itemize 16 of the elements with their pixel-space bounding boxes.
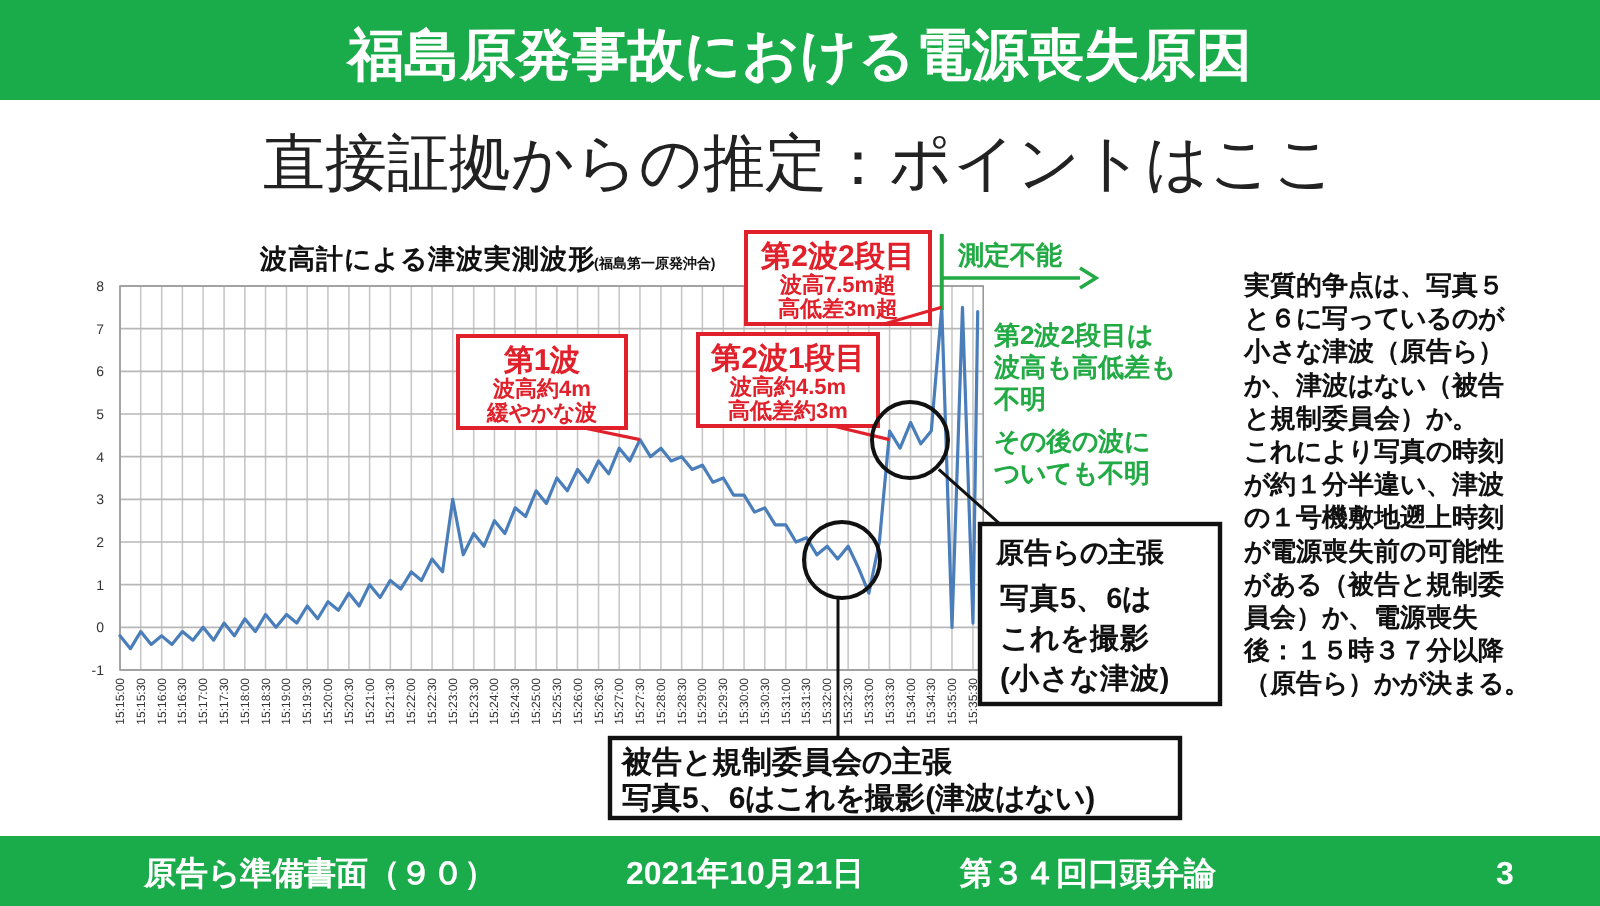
text: 第2波2段目は波高も高低差も不明 xyxy=(992,320,1176,414)
annotation: 第1波波高約4m緩やかな波 xyxy=(485,344,599,426)
annotation: 第2波1段目波高約4.5m高低差約3m xyxy=(709,342,865,424)
ref-line-label: 測定不能 xyxy=(955,240,1064,270)
text: 波高計による津波実測波形 xyxy=(258,242,596,274)
text: 2021年10月21日 xyxy=(626,856,865,892)
text: 第３４回口頭弁論 xyxy=(958,856,1218,892)
annotation: 第2波2段目波高7.5m超高低差3m超 xyxy=(759,240,915,322)
text: その後の波についても不明 xyxy=(992,426,1150,488)
text: 被告と規制委員会の主張写真5、6はこれを撮影(津波はない) xyxy=(620,744,1096,816)
chart-subtitle: 直接証拠からの推定：ポイントはここ xyxy=(263,128,1337,198)
annotation: 原告らの主張写真5、6はこれを撮影(小さな津波) xyxy=(994,536,1170,696)
text: 3 xyxy=(1496,858,1514,892)
chart-title: 福島原発事故における電源喪失原因 xyxy=(344,24,1252,86)
text: 実質的争点は、写真５と６に写っているのが小さな津波（原告ら）か、津波はない（被告と規制委員会）か。これにより写真の時刻が約１分半違い、津波の１号機敷地遡上時刻が電源喪失前の可能性がある（被告と規制委員会）か、電源喪失後：１５時３７分以降（原告ら）かが決まる。 xyxy=(1244,270,1530,699)
text: 原告ら準備書面（９０） xyxy=(142,856,496,892)
